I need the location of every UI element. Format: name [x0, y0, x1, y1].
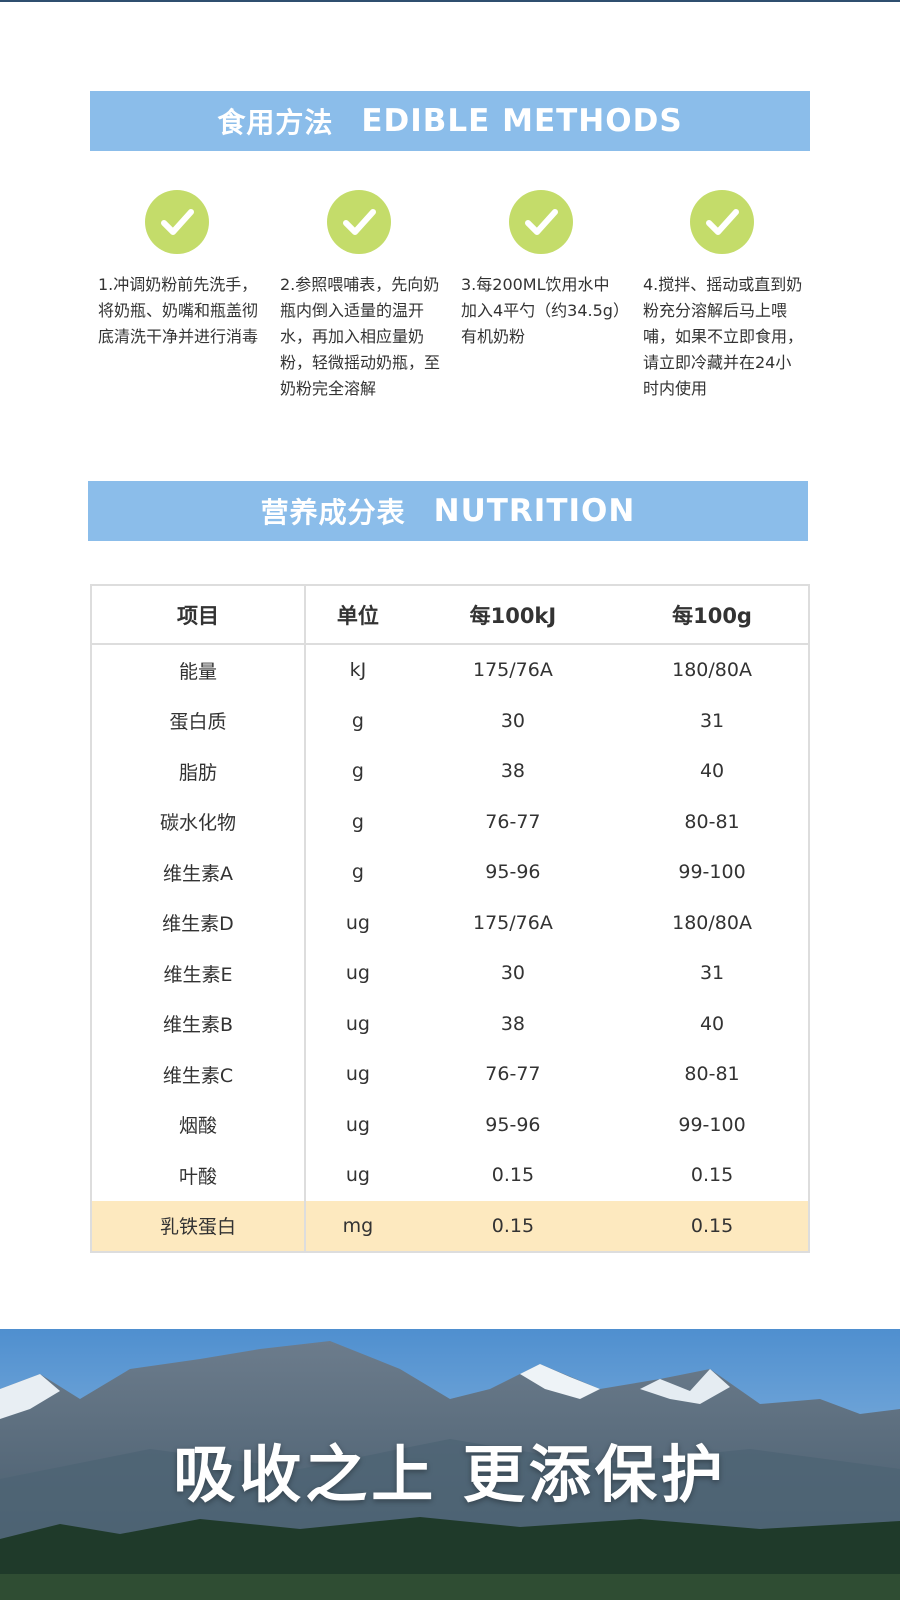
table-cell: g	[351, 810, 364, 833]
nutrition-title-en: NUTRITION	[433, 493, 636, 529]
table-cell: 76-77	[485, 810, 541, 833]
header-cell: 每100g	[616, 585, 809, 645]
table-cell: 99-100	[678, 861, 746, 884]
table-cell: 180/80A	[672, 911, 752, 934]
table-cell: 31	[699, 962, 725, 985]
table-row: 维生素B ug 38 40	[91, 998, 809, 1049]
banner-image	[0, 1329, 900, 1600]
table-cell: g	[351, 709, 364, 732]
table-cell: 脂肪	[91, 746, 306, 797]
table-cell: 0.15	[616, 1200, 809, 1252]
methods-title-en: EDIBLE METHODS	[361, 103, 683, 139]
table-cell: 蛋白质	[91, 695, 306, 746]
table-cell: ug	[345, 1113, 370, 1136]
table-cell: ug	[345, 1012, 370, 1035]
step-text: 4.搅拌、摇动或直到奶粉充分溶解后马上喂哺，如果不立即食用，请立即冷藏并在24小…	[643, 275, 804, 398]
table-cell: 碳水化物	[91, 796, 306, 847]
top-line	[0, 0, 900, 2]
table-cell: 80-81	[684, 1063, 740, 1086]
table-cell: ug	[345, 1164, 370, 1187]
table-cell: 维生素A	[91, 847, 306, 898]
methods-title: 食用方法	[217, 106, 334, 139]
table-cell: 95-96	[485, 1113, 541, 1136]
table-row: 维生素E ug 30 31	[91, 948, 809, 999]
check-icon	[509, 190, 573, 254]
table-cell: 76-77	[485, 1063, 541, 1086]
table-cell: 180/80A	[672, 659, 752, 682]
table-row: 碳水化物 g 76-77 80-81	[91, 796, 809, 847]
table-row: 维生素D ug 175/76A 180/80A	[91, 897, 809, 948]
table-cell: 维生素E	[91, 948, 306, 999]
header-cell: 项目	[91, 585, 306, 645]
table-cell: 80-81	[684, 810, 740, 833]
header-cell: 单位	[305, 585, 410, 645]
step-text: 3.每200ML饮用水中加入4平勺（约34.5g）有机奶粉	[461, 275, 621, 346]
nutrition-header: 营养成分表 NUTRITION	[88, 481, 808, 541]
table-row: 叶酸 ug 0.15 0.15	[91, 1150, 809, 1201]
table-cell: g	[351, 861, 364, 884]
table-cell: 乳铁蛋白	[91, 1200, 306, 1252]
table-cell: 维生素B	[91, 998, 306, 1049]
table-cell: 175/76A	[472, 911, 553, 934]
check-icon	[145, 190, 209, 254]
table-cell: 38	[500, 760, 525, 783]
banner-text: 吸收之上 更添保护	[173, 1438, 727, 1511]
table-row: 蛋白质 g 30 31	[91, 695, 809, 746]
table-cell: 0.15	[409, 1200, 617, 1252]
table-cell: 175/76A	[472, 659, 553, 682]
methods-header: 食用方法 EDIBLE METHODS	[90, 91, 810, 151]
table-cell: 维生素C	[91, 1049, 306, 1100]
table-cell: 95-96	[485, 861, 541, 884]
table-cell: g	[351, 760, 364, 783]
table-row: 乳铁蛋白 mg 0.15 0.15	[91, 1200, 809, 1252]
step-text: 1.冲调奶粉前先洗手，将奶瓶、奶嘴和瓶盖彻底清洗干净并进行消毒	[98, 275, 259, 346]
table-row: 脂肪 g 38 40	[91, 746, 809, 797]
check-icon	[690, 190, 754, 254]
table-cell: ug	[345, 911, 370, 934]
table-cell: 38	[500, 1012, 525, 1035]
table-cell: 99-100	[678, 1113, 746, 1136]
table-cell: ug	[345, 1063, 370, 1086]
table-cell: 40	[699, 1012, 725, 1035]
table-cell: 维生素D	[91, 897, 306, 948]
table-cell: 30	[500, 962, 525, 985]
table-cell: 30	[500, 709, 525, 732]
nutrition-title: 营养成分表	[260, 496, 406, 529]
nutrition-table: 项目 单位 每100kJ 每100g 能量 kJ 175/76A 180/80A 蛋白质 g 30…	[90, 584, 810, 1253]
header-row: 项目 单位 每100kJ 每100g	[91, 585, 809, 645]
step-text: 2.参照喂哺表，先向奶瓶内倒入适量的温开水，再加入相应量奶粉，轻微摇动奶瓶，至奶…	[280, 275, 441, 398]
table-cell: mg	[305, 1200, 410, 1252]
check-icon	[327, 190, 391, 254]
table-cell: 31	[699, 709, 725, 732]
table-cell: 能量	[91, 644, 306, 696]
table-cell: 0.15	[690, 1164, 734, 1187]
table-cell: 40	[699, 760, 725, 783]
table-row: 维生素A g 95-96 99-100	[91, 847, 809, 898]
table-cell: 叶酸	[91, 1150, 306, 1201]
table-cell: 烟酸	[91, 1099, 306, 1150]
table-cell: 0.15	[491, 1164, 535, 1187]
table-cell: kJ	[349, 659, 367, 682]
table-row: 烟酸 ug 95-96 99-100	[91, 1099, 809, 1150]
table-row: 能量 kJ 175/76A 180/80A	[91, 644, 809, 696]
table-row: 维生素C ug 76-77 80-81	[91, 1049, 809, 1100]
header-cell: 每100kJ	[409, 585, 617, 645]
table-cell: ug	[345, 962, 370, 985]
